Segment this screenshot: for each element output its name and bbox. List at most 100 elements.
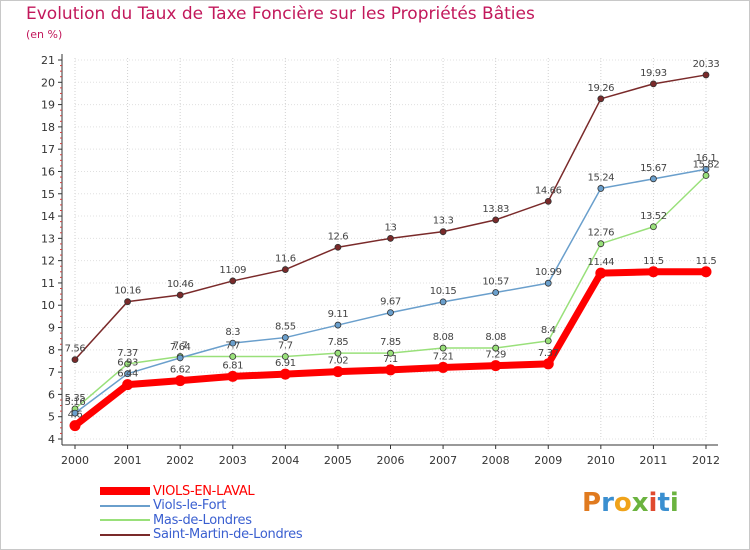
data-label: 8.4 xyxy=(541,325,556,336)
data-point xyxy=(437,361,449,373)
data-point xyxy=(439,228,447,236)
data-label: 7.21 xyxy=(433,351,454,362)
x-tick-label: 2001 xyxy=(114,454,142,467)
logo-letter: t xyxy=(657,488,670,518)
y-tick-label: 4 xyxy=(48,433,55,446)
data-point xyxy=(439,344,447,352)
data-label: 8.08 xyxy=(485,332,506,343)
data-label: 19.26 xyxy=(588,83,615,94)
data-point xyxy=(71,356,79,364)
data-label: 7.1 xyxy=(383,354,398,365)
data-point xyxy=(71,409,79,417)
data-point xyxy=(544,197,552,205)
data-point xyxy=(597,185,605,192)
data-label: 12.76 xyxy=(588,228,615,239)
data-label: 7.37 xyxy=(538,348,559,359)
data-label: 15.82 xyxy=(693,159,720,170)
logo-letter: o xyxy=(613,488,632,518)
data-label: 7.7 xyxy=(225,341,240,352)
data-label: 8.55 xyxy=(275,322,296,333)
data-label: 13.52 xyxy=(640,211,667,222)
legend-swatch xyxy=(100,504,150,507)
data-label: 6.81 xyxy=(222,360,243,371)
data-label: 5.35 xyxy=(65,393,86,404)
x-tick-label: 2012 xyxy=(692,454,720,467)
data-label: 10.57 xyxy=(482,277,509,288)
data-label: 8.3 xyxy=(225,327,240,338)
data-label: 6.44 xyxy=(117,369,138,380)
data-point xyxy=(597,240,605,248)
legend-item-viols-le-fort: Viols-le-Fort xyxy=(100,498,302,514)
data-label: 11.44 xyxy=(588,257,615,268)
legend-label: Mas-de-Londres xyxy=(153,512,252,528)
data-point xyxy=(229,277,237,285)
x-tick-label: 2002 xyxy=(166,454,194,467)
data-point xyxy=(542,358,554,370)
logo-letter: P xyxy=(582,488,602,518)
data-point xyxy=(650,223,657,231)
data-label: 7.85 xyxy=(328,337,349,348)
data-label: 6.62 xyxy=(170,365,191,376)
data-label: 7.85 xyxy=(380,337,401,348)
data-label: 4.6 xyxy=(68,410,83,421)
data-point xyxy=(334,349,342,357)
data-label: 7.37 xyxy=(117,348,138,359)
data-label: 10.99 xyxy=(535,267,562,278)
data-point xyxy=(332,366,344,378)
logo-letter: r xyxy=(601,488,614,518)
data-point xyxy=(544,337,552,345)
data-point xyxy=(387,234,394,242)
data-point xyxy=(122,379,134,391)
data-label: 15.24 xyxy=(588,172,615,183)
data-point xyxy=(597,95,605,103)
data-point xyxy=(387,309,394,316)
x-tick-label: 2009 xyxy=(534,454,562,467)
y-tick-label: 19 xyxy=(41,99,55,112)
legend-item-viols-en-laval: VIOLS-EN-LAVAL xyxy=(100,484,302,499)
y-tick-label: 16 xyxy=(41,165,55,178)
data-point xyxy=(229,353,237,360)
data-point xyxy=(490,360,502,372)
data-label: 10.16 xyxy=(114,286,141,297)
data-label: 7.29 xyxy=(485,350,506,361)
data-label: 20.33 xyxy=(693,59,720,70)
data-label: 13 xyxy=(385,222,397,233)
legend-label: Viols-le-Fort xyxy=(153,498,227,514)
data-point xyxy=(439,298,447,306)
data-label: 10.46 xyxy=(167,279,194,290)
data-label: 15.67 xyxy=(640,163,667,174)
data-point xyxy=(174,375,186,387)
data-point xyxy=(595,267,607,279)
y-tick-label: 11 xyxy=(41,277,55,290)
y-tick-label: 5 xyxy=(48,411,55,424)
data-point xyxy=(227,370,239,382)
data-point xyxy=(700,266,712,278)
data-point xyxy=(124,360,131,368)
data-point xyxy=(69,420,81,432)
data-label: 7.7 xyxy=(173,341,188,352)
data-label: 13.3 xyxy=(433,216,454,227)
data-label: 16.1 xyxy=(696,153,717,164)
data-point xyxy=(650,80,657,88)
data-label: 5.16 xyxy=(65,397,86,408)
y-tick-label: 8 xyxy=(48,344,55,357)
y-tick-label: 12 xyxy=(41,255,55,268)
y-tick-label: 20 xyxy=(41,76,55,89)
data-label: 12.6 xyxy=(328,231,349,242)
data-label: 7.56 xyxy=(65,344,86,355)
data-point xyxy=(279,368,291,380)
x-tick-label: 2004 xyxy=(271,454,299,467)
data-point xyxy=(544,279,552,287)
data-label: 6.93 xyxy=(117,358,138,369)
data-label: 7.7 xyxy=(278,341,293,352)
data-point xyxy=(281,266,289,273)
data-label: 13.83 xyxy=(482,204,509,215)
y-tick-label: 7 xyxy=(48,366,55,379)
logo-letter: x xyxy=(631,488,649,518)
y-tick-label: 10 xyxy=(41,299,55,312)
legend: VIOLS-EN-LAVAL Viols-le-Fort Mas-de-Lond… xyxy=(100,484,303,542)
legend-swatch xyxy=(100,533,150,536)
x-tick-label: 2003 xyxy=(219,454,247,467)
logo-letter: i xyxy=(669,488,679,518)
chart-subtitle: (en %) xyxy=(26,28,63,41)
